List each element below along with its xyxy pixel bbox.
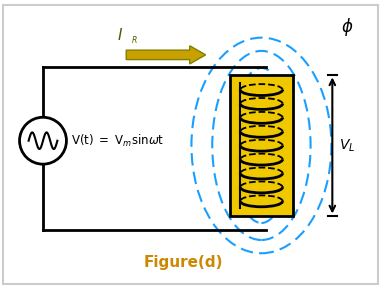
Bar [230,75,293,216]
Circle shape [19,117,66,164]
FancyArrow shape [126,46,206,64]
Text: $I$: $I$ [117,27,123,43]
FancyBboxPatch shape [3,5,378,284]
Text: $\phi$: $\phi$ [341,16,354,38]
Text: $V_L$: $V_L$ [339,137,355,154]
Text: $_R$: $_R$ [131,34,138,47]
Text: Figure(d): Figure(d) [143,255,223,271]
Text: V(t) $=$ V$_m$sin$\omega$t: V(t) $=$ V$_m$sin$\omega$t [71,133,165,149]
